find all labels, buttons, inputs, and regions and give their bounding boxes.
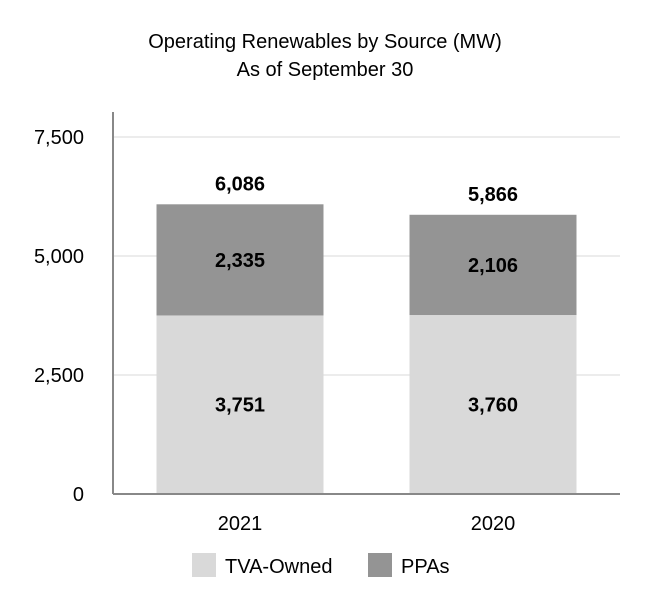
bar-segment-tva-owned [156, 315, 324, 494]
data-labels: 3,751 2,335 6,086 3,760 2,106 5,866 [215, 173, 518, 416]
y-tick-label: 7,500 [34, 127, 84, 149]
bar-segment-ppas [156, 204, 324, 316]
legend: TVA-Owned PPAs [192, 553, 450, 578]
bars [156, 204, 577, 494]
chart-subtitle: As of September 30 [237, 59, 414, 81]
legend-swatch [368, 553, 392, 577]
segment-value-label: 2,335 [215, 250, 265, 272]
chart-title: Operating Renewables by Source (MW) [148, 31, 501, 53]
x-tick-label: 2020 [471, 513, 516, 535]
legend-swatch [192, 553, 216, 577]
segment-value-label: 2,106 [468, 255, 518, 277]
axes: 0 2,500 5,000 7,500 2021 2020 [34, 112, 620, 535]
bar-segment-tva-owned [409, 315, 577, 494]
bar-segment-ppas [409, 214, 577, 316]
legend-label: TVA-Owned [225, 556, 332, 578]
total-value-label: 6,086 [215, 173, 265, 195]
y-tick-label: 0 [73, 484, 84, 506]
y-tick-label: 2,500 [34, 365, 84, 387]
x-tick-label: 2021 [218, 513, 263, 535]
segment-value-label: 3,751 [215, 395, 265, 417]
legend-label: PPAs [401, 556, 450, 578]
total-value-label: 5,866 [468, 184, 518, 206]
y-tick-label: 5,000 [34, 246, 84, 268]
segment-value-label: 3,760 [468, 395, 518, 417]
